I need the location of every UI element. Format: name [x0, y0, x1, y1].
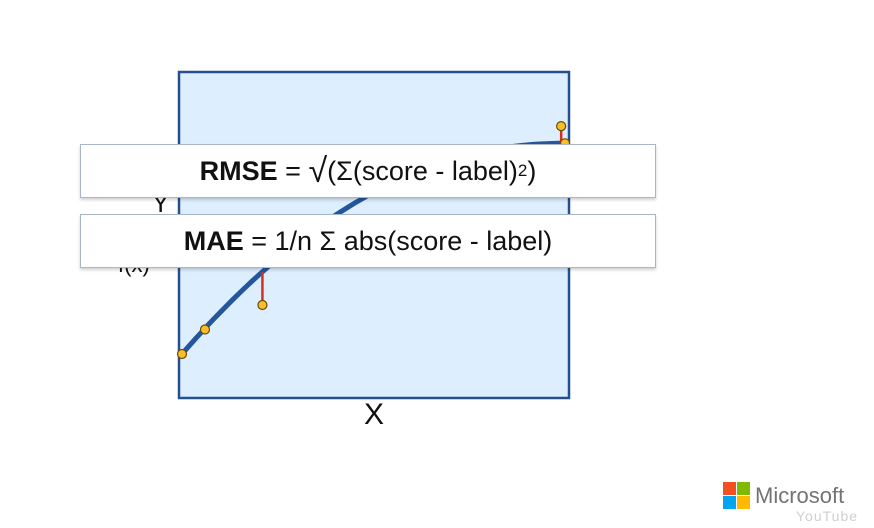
microsoft-logo: Microsoft [723, 482, 844, 509]
rmse-open-paren: ( [327, 155, 337, 186]
rmse-body: (score - label) [352, 155, 518, 186]
rmse-close-paren: ) [527, 155, 537, 186]
mae-formula: MAE = 1/n Σ abs(score - label) [80, 214, 656, 268]
mae-label: MAE [183, 225, 244, 256]
x-axis-label: X [364, 398, 385, 431]
data-point [199, 324, 211, 335]
logo-square-red [723, 482, 736, 495]
rmse-equals: = [277, 155, 309, 186]
rmse-exponent: 2 [517, 161, 528, 180]
microsoft-logo-icon [723, 482, 750, 509]
data-point [176, 348, 188, 360]
logo-square-green [737, 482, 750, 495]
data-point [257, 299, 268, 311]
mae-rest: = 1/n Σ abs(score - label) [243, 225, 553, 256]
sigma-symbol: Σ [336, 155, 353, 186]
logo-square-yellow [737, 496, 750, 509]
rmse-label: RMSE [199, 155, 278, 186]
microsoft-logo-text: Microsoft [755, 482, 845, 508]
logo-square-blue [723, 496, 736, 509]
data-point [556, 121, 567, 132]
youtube-watermark: YouTube [796, 508, 859, 524]
rmse-formula: RMSE = √(Σ (score - label) 2) [80, 144, 656, 198]
sqrt-symbol: √ [308, 152, 328, 190]
